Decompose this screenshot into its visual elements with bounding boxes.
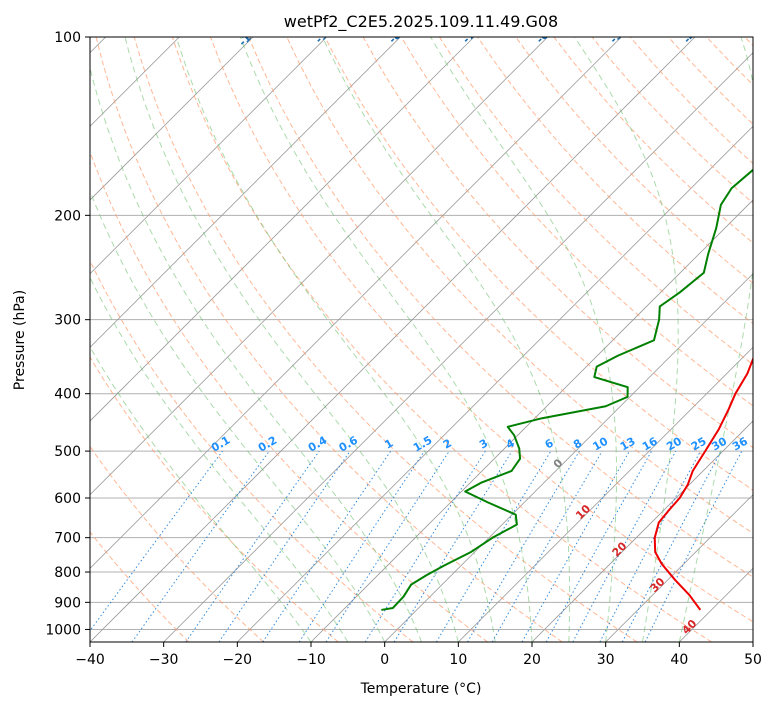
isotherm-line xyxy=(237,125,753,642)
moist-adiabat xyxy=(322,37,571,642)
mixing-ratio-line xyxy=(298,450,425,642)
isotherm-line xyxy=(90,37,401,348)
moist-adiabat xyxy=(430,37,618,642)
mixing-ratio-line xyxy=(521,450,630,642)
dry-adiabat xyxy=(400,37,753,407)
x-tick-label: 0 xyxy=(380,652,389,668)
y-axis-ticks: 100 200 300 400 500 600 700 800 900 1000 xyxy=(45,30,90,638)
plot-area: 0.10.20.40.611.52346810131620253036-100-… xyxy=(90,20,753,642)
dry-adiabat xyxy=(439,37,753,366)
dry-adiabat xyxy=(515,37,753,284)
mixing-ratio-line xyxy=(131,450,270,642)
moist-adiabat xyxy=(90,276,349,642)
y-tick-label: 600 xyxy=(54,491,81,507)
y-tick-label: 900 xyxy=(54,595,81,611)
plot-frame xyxy=(89,36,754,643)
chart-title: wetPf2_C2E5.2025.109.11.49.G08 xyxy=(284,12,558,32)
mixing-ratio-line xyxy=(325,450,450,642)
moist-adiabat xyxy=(90,66,422,642)
mixing-ratio-line xyxy=(545,450,653,642)
y-tick-label: 400 xyxy=(54,387,81,403)
x-tick-label: 10 xyxy=(449,652,467,668)
isotherm-line xyxy=(90,37,548,496)
dry-adiabat xyxy=(90,531,190,642)
dry-adiabat xyxy=(210,37,753,623)
moist-adiabat-lines xyxy=(90,37,753,642)
dry-adiabat xyxy=(90,445,264,642)
mixing-ratio-line xyxy=(185,450,320,642)
isotherm-label: -70 xyxy=(460,23,483,46)
isotherm-line xyxy=(90,37,254,201)
dry-adiabat xyxy=(90,150,488,642)
mixing-ratio-line xyxy=(572,450,677,642)
y-axis-title: Pressure (hPa) xyxy=(12,290,28,390)
x-axis-title: Temperature (°C) xyxy=(360,681,482,697)
x-tick-label: −20 xyxy=(223,652,253,668)
x-tick-label: 30 xyxy=(597,652,615,668)
mixing-ratio-line xyxy=(262,450,392,642)
isotherm-line xyxy=(458,346,753,642)
dry-adiabat xyxy=(171,37,712,642)
y-tick-label: 300 xyxy=(54,313,81,329)
dry-adiabat xyxy=(90,356,339,642)
y-tick-label: 200 xyxy=(54,208,81,224)
moist-adiabat xyxy=(90,189,386,642)
isotherm-line xyxy=(163,52,753,642)
isotherm-line xyxy=(605,494,753,642)
isotherm-line xyxy=(90,37,327,275)
moist-adiabat xyxy=(124,37,459,642)
isotherm-line xyxy=(90,37,622,569)
x-tick-label: 50 xyxy=(744,652,762,668)
isotherm-label: -80 xyxy=(386,23,409,46)
mixing-ratio-line xyxy=(393,450,513,642)
temperature-profile xyxy=(653,356,753,611)
y-tick-label: 800 xyxy=(54,565,81,581)
dry-adiabat xyxy=(90,259,414,642)
x-tick-label: −30 xyxy=(149,652,179,668)
x-axis-ticks: −40 −30 −20 −10 0 10 20 30 40 50 xyxy=(75,642,762,668)
x-tick-label: −40 xyxy=(75,652,105,668)
moist-adiabat xyxy=(90,345,312,642)
x-tick-label: −10 xyxy=(296,652,326,668)
sounding-profiles xyxy=(381,168,753,611)
isotherm-label: -50 xyxy=(607,23,630,46)
y-tick-label: 700 xyxy=(54,531,81,547)
moist-adiabat xyxy=(239,37,533,642)
isotherm-label: -100 xyxy=(236,20,265,49)
mixing-ratio-lines xyxy=(90,450,743,642)
moist-adiabat xyxy=(678,37,753,642)
isotherm-label: -90 xyxy=(313,23,336,46)
y-tick-label: 500 xyxy=(54,444,81,460)
x-tick-label: 40 xyxy=(670,652,688,668)
mixing-ratio-line xyxy=(644,450,743,642)
isotherm-line xyxy=(90,37,475,422)
dry-adiabat-lines xyxy=(90,37,753,642)
isotherm-line xyxy=(90,37,696,642)
dry-adiabat xyxy=(324,37,753,491)
mixing-ratio-line xyxy=(90,450,223,632)
isotherm-line xyxy=(531,420,753,642)
isotherm-lines xyxy=(90,37,753,642)
isotherm-line xyxy=(384,273,753,642)
x-tick-label: 20 xyxy=(523,652,541,668)
y-tick-label: 100 xyxy=(54,30,81,46)
isotherm-label: -60 xyxy=(534,23,557,46)
mixing-ratio-line xyxy=(218,450,351,642)
dry-adiabat xyxy=(133,37,638,642)
dry-adiabat xyxy=(248,37,753,578)
dry-adiabat xyxy=(95,37,563,642)
y-tick-label: 1000 xyxy=(45,622,81,638)
dewpoint-profile xyxy=(381,168,753,611)
moist-adiabat xyxy=(574,37,679,642)
moist-adiabat xyxy=(175,37,496,642)
isotherm-label: -40 xyxy=(681,23,704,46)
